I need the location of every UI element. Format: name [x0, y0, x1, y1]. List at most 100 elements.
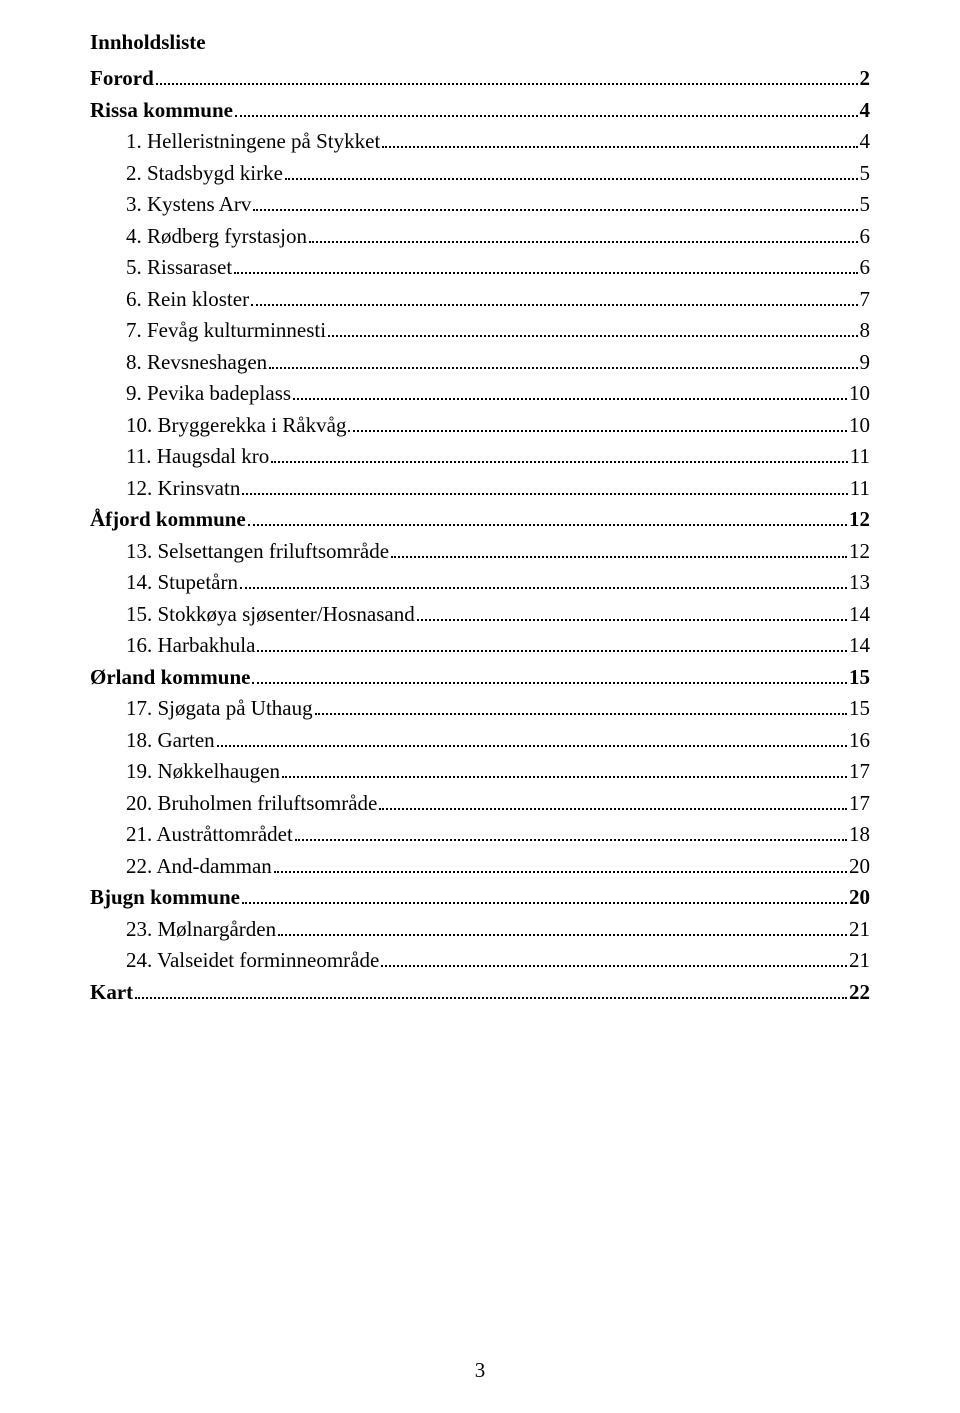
toc-page: 5: [860, 189, 871, 221]
toc-row: 20. Bruholmen friluftsområde17: [90, 788, 870, 820]
toc-dots: [156, 83, 858, 85]
toc-label: 13. Selsettangen friluftsområde: [90, 536, 389, 568]
toc-row: Kart22: [90, 977, 870, 1009]
toc-page: 12: [849, 504, 870, 536]
toc-label: 15. Stokkøya sjøsenter/Hosnasand: [90, 599, 415, 631]
toc-dots: [242, 493, 847, 495]
toc-page: 8: [860, 315, 871, 347]
toc-dots: [257, 650, 847, 652]
toc-row: 2. Stadsbygd kirke5: [90, 158, 870, 190]
toc-label: 6. Rein kloster: [90, 284, 249, 316]
toc-page: 4: [860, 126, 871, 158]
toc-row: 23. Mølnargården 21: [90, 914, 870, 946]
toc-label: 7. Fevåg kulturminnesti: [90, 315, 326, 347]
toc-page: 15: [849, 693, 870, 725]
toc-dots: [381, 965, 847, 967]
toc-row: 12. Krinsvatn 11: [90, 473, 870, 505]
toc-label: Rissa kommune: [90, 95, 233, 127]
toc-dots: [135, 997, 847, 999]
toc-label: 3. Kystens Arv: [90, 189, 251, 221]
toc-page: 14: [849, 630, 870, 662]
toc-dots: [251, 304, 857, 306]
toc-row: 10. Bryggerekka i Råkvåg10: [90, 410, 870, 442]
toc-row: 6. Rein kloster 7: [90, 284, 870, 316]
toc-label: 23. Mølnargården: [90, 914, 276, 946]
toc-page: 11: [850, 441, 870, 473]
toc-row: 1. Helleristningene på Stykket4: [90, 126, 870, 158]
toc-row: Ørland kommune 15: [90, 662, 870, 694]
toc-dots: [240, 587, 847, 589]
toc-label: 10. Bryggerekka i Råkvåg: [90, 410, 346, 442]
toc-row: 7. Fevåg kulturminnesti 8: [90, 315, 870, 347]
toc-page: 6: [860, 221, 871, 253]
toc-label: 22. And-damman: [90, 851, 272, 883]
toc-row: 17. Sjøgata på Uthaug15: [90, 693, 870, 725]
toc-dots: [309, 241, 857, 243]
toc-dots: [315, 713, 847, 715]
toc-page: 18: [849, 819, 870, 851]
toc-list: Forord2Rissa kommune 41. Helleristningene…: [90, 63, 870, 1008]
toc-dots: [248, 524, 847, 526]
toc-page: 13: [849, 567, 870, 599]
toc-page: 9: [860, 347, 871, 379]
toc-label: 11. Haugsdal kro: [90, 441, 269, 473]
toc-label: Bjugn kommune: [90, 882, 240, 914]
toc-page: 11: [850, 473, 870, 505]
toc-label: 12. Krinsvatn: [90, 473, 240, 505]
toc-label: 4. Rødberg fyrstasjon: [90, 221, 307, 253]
toc-row: 8. Revsneshagen 9: [90, 347, 870, 379]
toc-row: 5. Rissaraset 6: [90, 252, 870, 284]
toc-dots: [217, 745, 847, 747]
toc-page: 21: [849, 914, 870, 946]
toc-dots: [328, 335, 857, 337]
toc-row: 9. Pevika badeplass 10: [90, 378, 870, 410]
toc-page: 10: [849, 378, 870, 410]
toc-page: 4: [860, 95, 871, 127]
toc-dots: [285, 178, 858, 180]
toc-dots: [382, 146, 857, 148]
toc-label: 5. Rissaraset: [90, 252, 232, 284]
toc-row: 3. Kystens Arv 5: [90, 189, 870, 221]
toc-dots: [253, 209, 857, 211]
toc-dots: [293, 398, 847, 400]
toc-dots: [274, 871, 847, 873]
toc-page: 5: [860, 158, 871, 190]
toc-page: 17: [849, 788, 870, 820]
toc-dots: [391, 556, 847, 558]
toc-page: 6: [860, 252, 871, 284]
toc-label: 9. Pevika badeplass: [90, 378, 291, 410]
toc-label: Åfjord kommune: [90, 504, 246, 536]
toc-dots: [379, 808, 847, 810]
toc-row: 11. Haugsdal kro 11: [90, 441, 870, 473]
toc-dots: [269, 367, 857, 369]
toc-label: Ørland kommune: [90, 662, 250, 694]
toc-dots: [282, 776, 847, 778]
toc-label: 16. Harbakhula: [90, 630, 255, 662]
toc-page: 21: [849, 945, 870, 977]
toc-title: Innholdsliste: [90, 30, 870, 55]
toc-page: 2: [860, 63, 871, 95]
toc-dots: [278, 934, 847, 936]
toc-label: 21. Austråttområdet: [90, 819, 293, 851]
toc-row: Forord2: [90, 63, 870, 95]
toc-page: 14: [849, 599, 870, 631]
toc-row: Åfjord kommune 12: [90, 504, 870, 536]
toc-label: 8. Revsneshagen: [90, 347, 267, 379]
page-number: 3: [475, 1358, 486, 1383]
toc-page: 12: [849, 536, 870, 568]
toc-label: 24. Valseidet forminneområde: [90, 945, 379, 977]
toc-row: 14. Stupetårn13: [90, 567, 870, 599]
toc-page: 17: [849, 756, 870, 788]
toc-dots: [295, 839, 847, 841]
toc-row: Bjugn kommune20: [90, 882, 870, 914]
toc-row: 22. And-damman 20: [90, 851, 870, 883]
toc-label: 19. Nøkkelhaugen: [90, 756, 280, 788]
toc-label: Kart: [90, 977, 133, 1009]
toc-dots: [252, 682, 847, 684]
toc-page: 20: [849, 851, 870, 883]
toc-page: 15: [849, 662, 870, 694]
toc-row: 15. Stokkøya sjøsenter/Hosnasand 14: [90, 599, 870, 631]
toc-page: 7: [860, 284, 871, 316]
toc-row: 21. Austråttområdet 18: [90, 819, 870, 851]
toc-dots: [417, 619, 847, 621]
